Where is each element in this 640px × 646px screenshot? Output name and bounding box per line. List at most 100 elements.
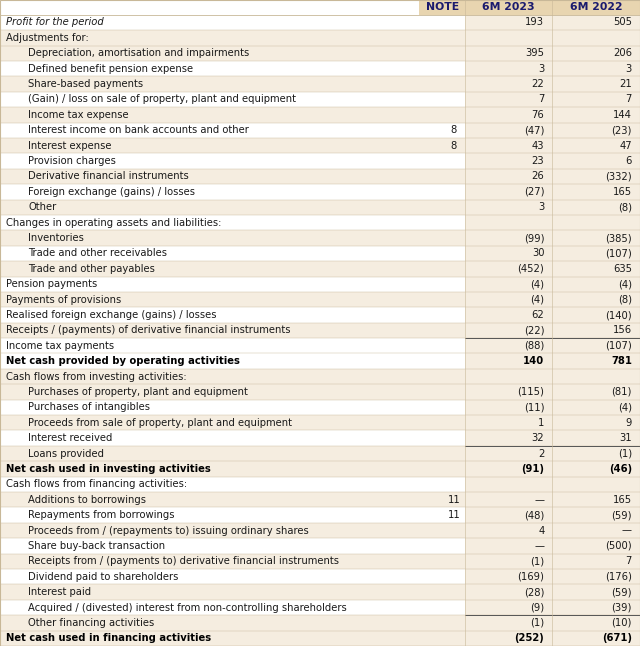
Bar (465, 92, 640, 107)
Text: (39): (39) (612, 603, 632, 612)
Text: 505: 505 (613, 17, 632, 28)
Bar (465, 384, 640, 400)
Bar (0, 461, 465, 477)
Text: Repayments from borrowings: Repayments from borrowings (28, 510, 175, 520)
Bar (465, 231, 640, 245)
Text: 7: 7 (538, 94, 545, 105)
Bar (465, 461, 640, 477)
Bar (465, 76, 640, 92)
Text: Inventories: Inventories (28, 233, 84, 243)
Bar (0, 261, 465, 276)
Bar (465, 307, 640, 323)
Text: (59): (59) (611, 510, 632, 520)
Bar (0, 538, 465, 554)
Bar (0, 276, 465, 292)
Text: 6M 2023: 6M 2023 (483, 3, 535, 12)
Text: (81): (81) (612, 387, 632, 397)
Text: Net cash used in financing activities: Net cash used in financing activities (6, 633, 211, 643)
Text: Depreciation, amortisation and impairments: Depreciation, amortisation and impairmen… (28, 48, 249, 58)
Bar (0, 61, 465, 76)
Bar (465, 353, 640, 369)
Text: Interest received: Interest received (28, 433, 113, 443)
Text: (46): (46) (609, 464, 632, 474)
Text: (4): (4) (618, 402, 632, 412)
Bar (0, 523, 465, 538)
Text: 22: 22 (532, 79, 545, 89)
Text: (4): (4) (531, 295, 545, 305)
Text: (91): (91) (522, 464, 545, 474)
Text: 206: 206 (613, 48, 632, 58)
Text: Provision charges: Provision charges (28, 156, 116, 166)
Text: Adjustments for:: Adjustments for: (6, 33, 89, 43)
Text: (452): (452) (518, 264, 545, 274)
Text: Loans provided: Loans provided (28, 448, 104, 459)
Text: 26: 26 (532, 171, 545, 182)
Bar (465, 153, 640, 169)
Text: Income tax expense: Income tax expense (28, 110, 129, 120)
Text: (1): (1) (530, 618, 545, 628)
Text: Dividend paid to shareholders: Dividend paid to shareholders (28, 572, 179, 581)
Bar (465, 569, 640, 585)
Text: (671): (671) (602, 633, 632, 643)
Text: Acquired / (divested) interest from non-controlling shareholders: Acquired / (divested) interest from non-… (28, 603, 347, 612)
Bar (0, 123, 465, 138)
Text: Receipts from / (payments to) derivative financial instruments: Receipts from / (payments to) derivative… (28, 556, 339, 567)
Text: (169): (169) (518, 572, 545, 581)
Text: Other: Other (28, 202, 56, 213)
Bar (0, 30, 465, 46)
Bar (0, 630, 465, 646)
Bar (0, 231, 465, 245)
Text: (115): (115) (518, 387, 545, 397)
Bar (0, 153, 465, 169)
Text: (4): (4) (531, 279, 545, 289)
Text: (1): (1) (618, 448, 632, 459)
Text: (8): (8) (618, 295, 632, 305)
Bar (0, 569, 465, 585)
Bar (0, 0, 419, 15)
Bar (0, 615, 465, 630)
Text: Additions to borrowings: Additions to borrowings (28, 495, 146, 505)
Text: (48): (48) (524, 510, 545, 520)
Text: Foreign exchange (gains) / losses: Foreign exchange (gains) / losses (28, 187, 195, 197)
Bar (0, 92, 465, 107)
Bar (0, 477, 465, 492)
Text: Interest expense: Interest expense (28, 141, 111, 151)
Text: 11: 11 (447, 495, 460, 505)
Text: (176): (176) (605, 572, 632, 581)
Bar (0, 353, 465, 369)
Bar (0, 107, 465, 123)
Bar (465, 215, 640, 231)
Text: Net cash used in investing activities: Net cash used in investing activities (6, 464, 211, 474)
Text: Profit for the period: Profit for the period (6, 17, 104, 28)
Text: Receipts / (payments) of derivative financial instruments: Receipts / (payments) of derivative fina… (6, 326, 291, 335)
Text: 43: 43 (532, 141, 545, 151)
Text: (107): (107) (605, 341, 632, 351)
Text: 11: 11 (447, 510, 460, 520)
Bar (465, 508, 640, 523)
Text: (10): (10) (612, 618, 632, 628)
Text: (500): (500) (605, 541, 632, 551)
Text: 165: 165 (613, 187, 632, 197)
Text: (8): (8) (618, 202, 632, 213)
Bar (465, 369, 640, 384)
Text: Pension payments: Pension payments (6, 279, 97, 289)
Text: Net cash provided by operating activities: Net cash provided by operating activitie… (6, 356, 240, 366)
Text: Interest income on bank accounts and other: Interest income on bank accounts and oth… (28, 125, 249, 135)
Bar (0, 184, 465, 200)
Text: Proceeds from sale of property, plant and equipment: Proceeds from sale of property, plant an… (28, 418, 292, 428)
Bar (0, 446, 465, 461)
Text: 76: 76 (532, 110, 545, 120)
Text: (385): (385) (605, 233, 632, 243)
Bar (465, 292, 640, 307)
Text: Proceeds from / (repayments to) issuing ordinary shares: Proceeds from / (repayments to) issuing … (28, 526, 308, 536)
Bar (465, 415, 640, 430)
Text: Trade and other payables: Trade and other payables (28, 264, 155, 274)
Text: 7: 7 (626, 94, 632, 105)
Text: Payments of provisions: Payments of provisions (6, 295, 121, 305)
Text: Purchases of property, plant and equipment: Purchases of property, plant and equipme… (28, 387, 248, 397)
Text: Interest paid: Interest paid (28, 587, 91, 597)
Text: Other financing activities: Other financing activities (28, 618, 154, 628)
Bar (0, 138, 465, 153)
Text: Trade and other receivables: Trade and other receivables (28, 249, 167, 258)
Text: 7: 7 (626, 556, 632, 567)
